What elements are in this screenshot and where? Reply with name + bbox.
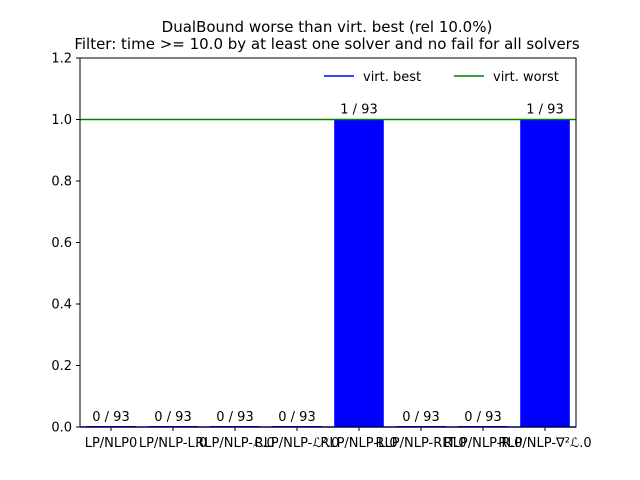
bar-label: 0 / 93 [154, 410, 191, 425]
bar [520, 119, 570, 427]
bar-label: 0 / 93 [216, 410, 253, 425]
y-tick-label: 1.2 [51, 52, 72, 67]
x-tick-label: RLP/NLP-∇²ℒ.0 [498, 436, 591, 451]
plot-area: 0.0 0.2 0.4 0.6 0.8 1.0 1.2 0 / 93 LP/NLP0 0 / 93… [51, 52, 591, 452]
legend: virt. best virt. worst [324, 70, 559, 85]
y-tick-label: 0.4 [51, 298, 72, 313]
bar-label: 0 / 93 [402, 410, 439, 425]
x-tick-label: LP/NLP0 [85, 436, 138, 451]
x-tick-label: RLP/NLP-RLT.0 [376, 436, 467, 451]
legend-label: virt. best [363, 70, 421, 85]
x-tick-label: RLP/NLP-ℒ.0 [195, 436, 274, 451]
y-tick-label: 0.2 [51, 359, 72, 374]
bar [334, 119, 384, 427]
y-tick-label: 1.0 [51, 113, 72, 128]
chart-title: DualBound worse than virt. best (rel 10.… [162, 18, 493, 36]
y-tick-label: 0.8 [51, 175, 72, 190]
bar-label: 0 / 93 [92, 410, 129, 425]
x-tick-label: LP/NLP-L.0 [139, 436, 207, 451]
bar-label: 0 / 93 [464, 410, 501, 425]
axes-frame [79, 57, 577, 428]
y-tick-label: 0.6 [51, 236, 72, 251]
chart-subtitle: Filter: time >= 10.0 by at least one sol… [74, 35, 580, 53]
x-tick-label: RLP/NLP-L.0 [320, 436, 397, 451]
legend-label: virt. worst [493, 70, 559, 85]
bar-label: 1 / 93 [340, 103, 377, 118]
x-tick-label: RLP/NLP-ℒ².0 [255, 436, 340, 451]
x-tick-label: RLP/NLP-R.0 [444, 436, 523, 451]
bar-label: 1 / 93 [526, 103, 563, 118]
bar-label: 0 / 93 [278, 410, 315, 425]
y-tick-label: 0.0 [51, 421, 72, 436]
